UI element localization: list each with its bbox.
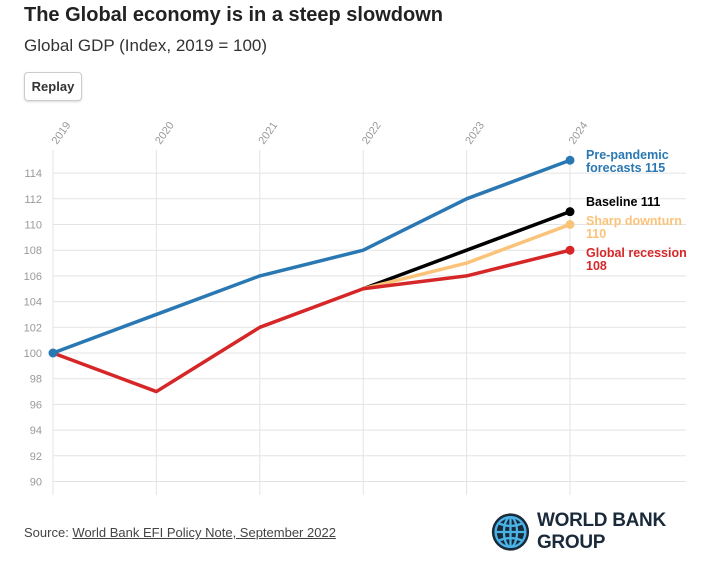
source-link[interactable]: World Bank EFI Policy Note, September 20… [72, 525, 336, 540]
series-label: forecasts 115 [586, 161, 665, 175]
series-line [361, 209, 572, 291]
series-line [361, 222, 572, 291]
series-label: Pre-pandemic [586, 148, 669, 162]
y-tick-label: 98 [30, 374, 42, 386]
source-prefix: Source: [24, 525, 73, 540]
chart-subtitle: Global GDP (Index, 2019 = 100) [24, 36, 268, 55]
x-tick-label: 2024 [567, 120, 591, 147]
data-point [565, 245, 575, 255]
x-tick-label: 2023 [463, 120, 487, 147]
logo-text: WORLD BANK GROUP [536, 510, 666, 553]
x-tick-label: 2021 [256, 120, 280, 147]
x-tick-label: 2022 [360, 120, 384, 147]
x-tick-label: 2020 [153, 120, 177, 147]
source-note: Source: World Bank EFI Policy Note, Sept… [24, 525, 336, 540]
y-tick-label: 108 [24, 245, 42, 257]
data-point [565, 155, 575, 165]
data-point [48, 348, 58, 358]
series-line [51, 248, 572, 394]
series-label: 110 [586, 227, 606, 241]
series-label: Global recession [586, 246, 687, 260]
line-chart: 90 92 94 96 98 100 102 104 106 108 110 112 114 2019 20… [24, 120, 687, 495]
y-tick-label: 90 [30, 477, 42, 489]
data-point [565, 220, 575, 229]
x-tick-label: 2019 [50, 120, 74, 147]
series-label: 108 [586, 259, 607, 273]
y-tick-label: 104 [24, 297, 42, 309]
y-tick-label: 94 [30, 425, 42, 437]
y-tick-label: 96 [30, 399, 42, 411]
y-tick-label: 102 [24, 322, 42, 334]
y-tick-label: 92 [30, 451, 42, 463]
data-point [565, 207, 575, 217]
series-label: Baseline 111 [586, 195, 660, 209]
y-tick-label: 114 [24, 168, 42, 180]
series-line [51, 158, 572, 355]
series-label: Sharp downturn [586, 214, 682, 228]
chart-title: The Global economy is in a steep slowdow… [24, 4, 443, 26]
y-tick-label: 106 [24, 271, 42, 283]
y-tick-label: 100 [24, 348, 42, 360]
replay-button[interactable]: Replay [24, 72, 82, 101]
world-bank-logo: WORLD BANK GROUP [490, 510, 725, 554]
y-tick-label: 112 [24, 194, 42, 206]
globe-icon [491, 513, 530, 551]
y-tick-label: 110 [24, 220, 42, 232]
